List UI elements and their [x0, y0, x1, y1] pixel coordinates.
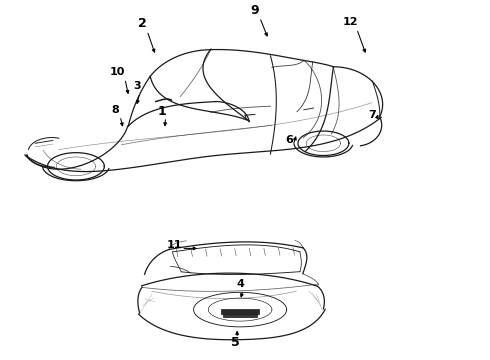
Text: 6: 6 [285, 135, 293, 145]
Text: 11: 11 [166, 240, 182, 250]
Text: 12: 12 [343, 17, 358, 27]
Text: 9: 9 [250, 4, 259, 17]
Text: 4: 4 [236, 279, 244, 289]
Text: 1: 1 [157, 105, 166, 118]
Text: 3: 3 [133, 81, 141, 91]
Text: 5: 5 [231, 336, 240, 348]
Polygon shape [223, 314, 257, 317]
Polygon shape [221, 309, 259, 314]
Text: 8: 8 [111, 105, 119, 115]
Text: 2: 2 [138, 17, 147, 30]
Text: 7: 7 [368, 110, 376, 120]
Text: 10: 10 [110, 67, 125, 77]
